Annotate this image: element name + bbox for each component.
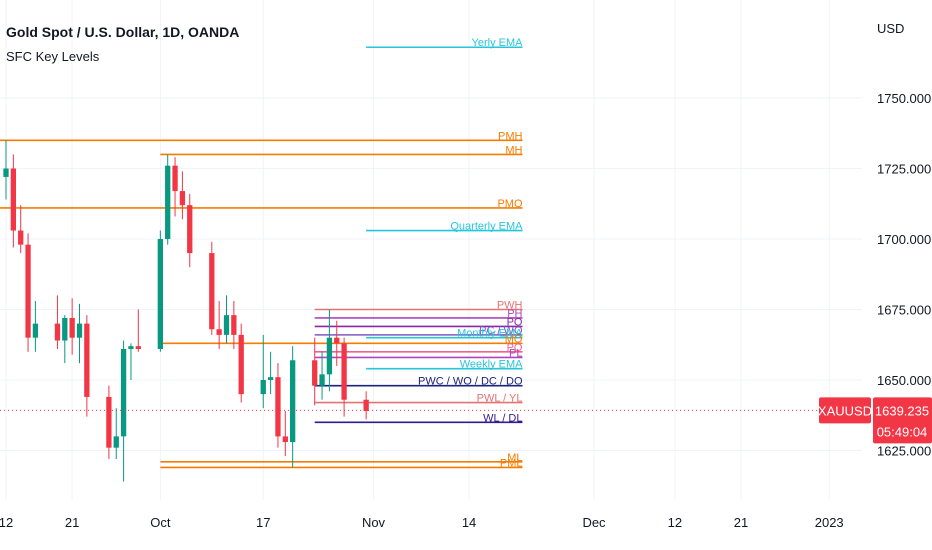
candles [3, 140, 369, 482]
symbol-title[interactable]: Gold Spot / U.S. Dollar, 1D, OANDA [6, 24, 240, 40]
price-tag-value: 1639.235 [875, 403, 929, 418]
x-tick-label: 21 [65, 515, 79, 530]
candle-body [10, 168, 16, 231]
candle-body [120, 348, 127, 437]
price-tag [873, 397, 932, 444]
candle-body [69, 317, 75, 338]
key-level-label: PWC / WO / DC / DO [418, 376, 523, 388]
key-level-label: PML [500, 457, 523, 469]
candle-body [260, 380, 266, 395]
candle-body [54, 323, 61, 341]
grid [0, 0, 862, 500]
key-level-label: MO [505, 333, 523, 345]
candle-body [3, 168, 9, 177]
x-tick-label: Dec [582, 515, 606, 530]
price-axis[interactable]: 1750.000 1725.000 1700.000 1675.000 1650.000… [877, 21, 931, 459]
candle-body [238, 334, 244, 395]
key-level-label: PC / WO [479, 325, 523, 337]
candle-body [128, 346, 134, 349]
key-level-label: PMH [498, 130, 523, 142]
candle-body [267, 377, 274, 380]
key-level-label: PO [507, 342, 523, 354]
x-tick-label: 14 [462, 515, 476, 530]
candle-body [62, 317, 68, 341]
y-tick-label: 1675.000 [877, 303, 931, 318]
indicator-name[interactable]: SFC Key Levels [6, 49, 100, 64]
key-level-label: ML [507, 452, 522, 464]
x-tick-label: 2023 [815, 515, 844, 530]
price-tag-countdown: 05:49:04 [877, 424, 928, 439]
symbol-tag-text: XAUUSD [818, 403, 872, 418]
candle-body [32, 323, 39, 338]
candle-body [334, 337, 340, 344]
candle-body [76, 323, 83, 338]
candle-body [157, 239, 163, 349]
candle-body [84, 323, 90, 397]
y-tick-label: 1750.000 [877, 91, 931, 106]
candle-body [312, 360, 318, 386]
key-level-label: WL / DL [483, 412, 522, 424]
symbol-tag [819, 397, 871, 424]
candle-body [223, 315, 230, 335]
candle-body [209, 253, 215, 330]
key-level-label: Monthly EMA [457, 328, 523, 340]
candle-body [319, 374, 325, 386]
candle-body [187, 205, 193, 254]
candle-body [363, 399, 369, 412]
candle-body [113, 436, 119, 448]
candle-body [290, 360, 296, 443]
key-level-label: Quarterly EMA [450, 221, 523, 233]
y-tick-label: 1650.000 [877, 373, 931, 388]
x-tick-label: 12 [668, 515, 682, 530]
candle-body [179, 191, 186, 206]
candle-body [135, 346, 141, 349]
key-level-label: PWH [497, 300, 523, 312]
x-tick-label: Oct [150, 515, 171, 530]
candle-body [282, 436, 288, 443]
candle-body [326, 337, 333, 375]
key-level-label: PL [509, 347, 522, 359]
x-tick-label: 21 [734, 515, 748, 530]
x-tick-label: 17 [256, 515, 270, 530]
y-tick-label: 1625.000 [877, 444, 931, 459]
candle-body [25, 244, 31, 338]
key-level-label: Yerly EMA [472, 37, 524, 49]
key-level-label: PO [507, 316, 523, 328]
candle-body [275, 377, 281, 437]
candle-body [165, 165, 171, 239]
price-badge: XAUUSD 1639.235 05:49:04 [0, 397, 932, 444]
y-tick-label: 1700.000 [877, 232, 931, 247]
x-tick-label: 12 [0, 515, 13, 530]
currency-label: USD [877, 21, 904, 36]
candle-body [18, 230, 24, 245]
key-level-label: MH [505, 144, 522, 156]
key-level-label: PWL / YL [477, 393, 523, 405]
x-tick-label: Nov [362, 515, 386, 530]
candle-body [172, 165, 178, 192]
legend: Gold Spot / U.S. Dollar, 1D, OANDA SFC K… [6, 24, 239, 64]
key-level-label: PMO [497, 198, 523, 210]
candle-body [216, 329, 222, 335]
candle-body [341, 343, 347, 400]
y-tick-label: 1725.000 [877, 162, 931, 177]
key-level-label: PH [507, 308, 522, 320]
time-axis[interactable]: 12 21 Oct 17 Nov 14 Dec 12 21 2023 [0, 515, 844, 530]
key-level-label: Weekly EMA [460, 359, 523, 371]
candle-body [106, 396, 112, 448]
candle-body [231, 315, 237, 335]
